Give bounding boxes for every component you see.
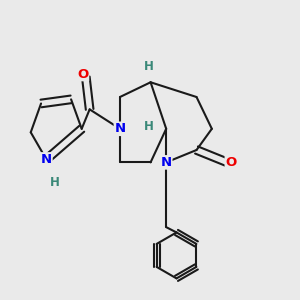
Text: H: H [50, 176, 59, 189]
Text: N: N [41, 153, 52, 166]
Text: N: N [160, 156, 172, 169]
Text: N: N [114, 122, 125, 135]
Text: O: O [225, 156, 237, 169]
Text: H: H [144, 120, 154, 133]
Text: O: O [77, 68, 88, 80]
Text: H: H [144, 61, 154, 74]
